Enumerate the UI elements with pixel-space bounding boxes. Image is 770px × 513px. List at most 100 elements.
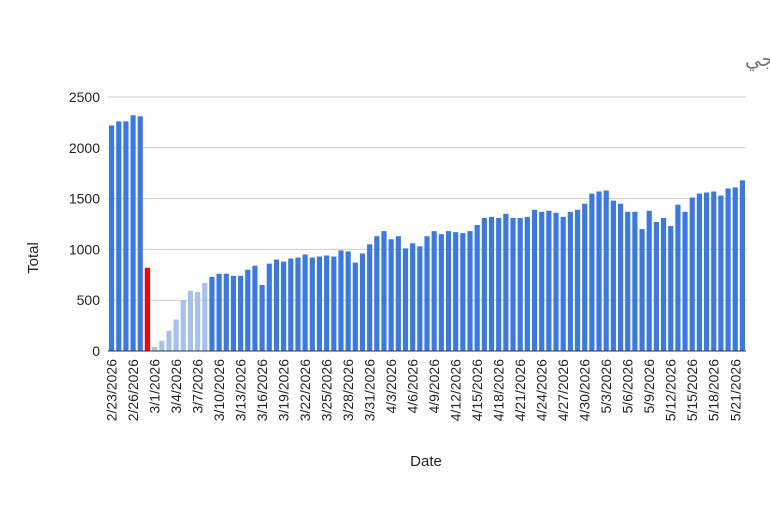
y-tick-label: 1500 xyxy=(69,191,100,207)
x-tick-label: 3/28/2026 xyxy=(340,359,356,421)
bar xyxy=(703,192,710,351)
bar xyxy=(725,188,731,351)
x-tick-label: 3/7/2026 xyxy=(190,359,206,414)
bar xyxy=(352,262,358,351)
bar xyxy=(259,284,265,351)
x-tick-label: 3/19/2026 xyxy=(276,359,292,421)
x-tick-label: 4/24/2026 xyxy=(534,359,550,421)
bar xyxy=(539,211,545,351)
bar xyxy=(438,234,444,351)
bar xyxy=(381,231,387,351)
x-tick-label: 3/16/2026 xyxy=(254,359,270,421)
bar xyxy=(431,231,437,351)
bar xyxy=(574,209,581,351)
bar xyxy=(732,187,738,351)
x-tick-label: 5/3/2026 xyxy=(598,359,614,414)
x-tick-label: 2/23/2026 xyxy=(104,359,120,421)
x-tick-label: 5/21/2026 xyxy=(727,359,743,421)
bar xyxy=(718,195,724,351)
x-tick-label: 5/9/2026 xyxy=(641,359,657,414)
bar xyxy=(216,273,222,351)
bar xyxy=(195,292,201,351)
bar xyxy=(417,246,423,351)
x-tick-label: 2/26/2026 xyxy=(125,359,141,421)
bar xyxy=(531,209,538,351)
bar xyxy=(610,200,616,351)
bar xyxy=(560,216,566,351)
bar xyxy=(481,217,487,351)
bar xyxy=(316,256,323,351)
bar xyxy=(582,203,588,351)
x-tick-label: 5/18/2026 xyxy=(706,359,722,421)
bar xyxy=(309,257,315,351)
bar xyxy=(281,261,287,351)
y-axis-title: Total xyxy=(25,242,42,274)
bar xyxy=(653,221,659,351)
bar xyxy=(510,217,516,351)
x-tick-label: 3/13/2026 xyxy=(233,359,249,421)
x-tick-label: 3/4/2026 xyxy=(168,359,184,414)
x-tick-label: 3/25/2026 xyxy=(319,359,335,421)
bar xyxy=(374,236,380,351)
x-tick-label: 5/12/2026 xyxy=(663,359,679,421)
y-tick-label: 2500 xyxy=(69,89,100,105)
bar xyxy=(453,232,459,351)
bar xyxy=(130,115,136,351)
bar xyxy=(646,210,652,351)
x-tick-label: 4/30/2026 xyxy=(577,359,593,421)
bar xyxy=(546,210,552,351)
bar xyxy=(159,340,165,351)
bar xyxy=(367,244,373,351)
bar xyxy=(137,116,143,351)
bar xyxy=(474,225,480,351)
bar xyxy=(711,191,717,351)
bar xyxy=(689,197,695,351)
bar xyxy=(288,258,294,351)
y-tick-label: 2000 xyxy=(69,140,100,156)
bar xyxy=(603,190,609,351)
x-tick-label: 3/10/2026 xyxy=(211,359,227,421)
bar xyxy=(503,213,509,351)
bar xyxy=(460,233,466,351)
bar xyxy=(682,211,688,351)
bar xyxy=(152,346,158,351)
bar xyxy=(238,275,244,351)
x-tick-label: 4/6/2026 xyxy=(405,359,421,414)
bar xyxy=(488,216,495,351)
bar xyxy=(445,231,452,351)
bar xyxy=(273,259,280,351)
bar xyxy=(245,269,251,351)
bar xyxy=(402,248,409,351)
x-tick-label: 4/21/2026 xyxy=(512,359,528,421)
bar xyxy=(388,239,394,351)
bar xyxy=(109,125,115,351)
x-tick-label: 4/18/2026 xyxy=(491,359,507,421)
y-tick-label: 0 xyxy=(92,343,100,359)
x-tick-label: 3/1/2026 xyxy=(147,359,163,414)
x-tick-label: 3/22/2026 xyxy=(297,359,313,421)
x-tick-label: 4/9/2026 xyxy=(426,359,442,414)
bar xyxy=(639,229,645,351)
bar xyxy=(567,211,573,351)
bar xyxy=(553,212,559,351)
bar xyxy=(524,216,530,351)
x-tick-label: 4/3/2026 xyxy=(383,359,399,414)
bar xyxy=(675,204,681,351)
bar xyxy=(496,217,502,351)
x-tick-label: 4/15/2026 xyxy=(469,359,485,421)
bar xyxy=(166,330,172,351)
y-tick-label: 500 xyxy=(77,292,101,308)
bar xyxy=(202,282,208,351)
bar xyxy=(660,217,667,351)
x-tick-label: 3/31/2026 xyxy=(362,359,378,421)
bar xyxy=(338,250,344,351)
x-tick-label: 5/15/2026 xyxy=(684,359,700,421)
y-axis-ticks: 0 500 1000 1500 2000 2500 xyxy=(69,89,100,359)
bar xyxy=(144,267,151,351)
bar xyxy=(410,243,416,351)
chart-title: إجمالي الرحلات اليومية - الطيران الخليجي xyxy=(745,47,770,72)
x-tick-label: 5/6/2026 xyxy=(620,359,636,414)
bar xyxy=(123,121,129,351)
bar xyxy=(302,254,308,351)
